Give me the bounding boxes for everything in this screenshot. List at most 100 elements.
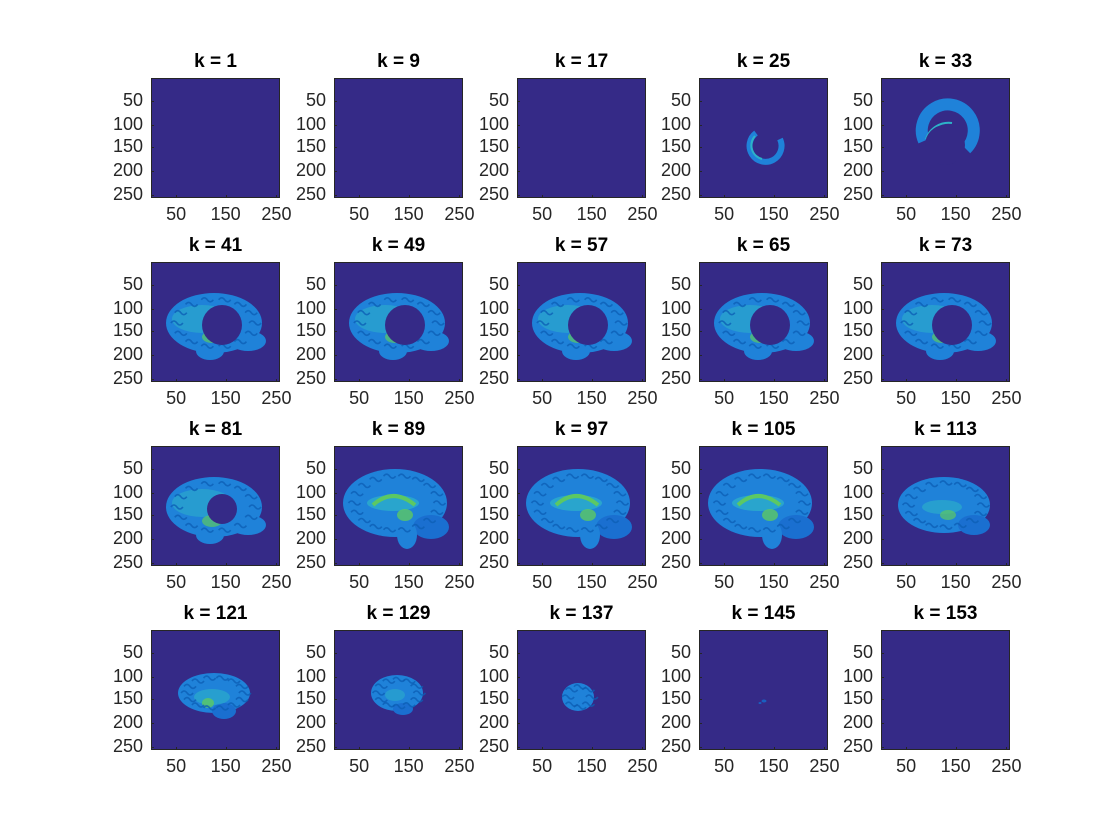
x-tick-label: 250 bbox=[627, 204, 658, 224]
x-tick-label: 50 bbox=[714, 756, 735, 776]
x-tick-mark bbox=[906, 563, 908, 565]
y-tick-mark bbox=[335, 469, 337, 471]
subplot-title: k = 73 bbox=[918, 235, 973, 256]
x-tick-label: 150 bbox=[393, 388, 424, 408]
y-tick-label: 150 bbox=[112, 504, 143, 525]
image-axes bbox=[517, 630, 646, 750]
x-tick-label: 150 bbox=[576, 572, 607, 592]
y-tick-mark bbox=[882, 309, 884, 311]
y-tick-mark bbox=[335, 147, 337, 149]
y-tick-mark bbox=[152, 699, 154, 701]
x-tick-mark bbox=[542, 195, 544, 197]
subplot-title: k = 9 bbox=[377, 51, 420, 72]
y-tick-label: 50 bbox=[852, 90, 873, 111]
y-tick-label: 200 bbox=[295, 160, 326, 181]
y-tick-mark bbox=[518, 171, 520, 173]
x-tick-mark bbox=[459, 747, 461, 749]
y-tick-label: 150 bbox=[842, 320, 873, 341]
image-axes bbox=[699, 262, 828, 382]
y-tick-label: 250 bbox=[112, 735, 143, 756]
y-tick-label: 50 bbox=[122, 90, 143, 111]
y-tick-mark bbox=[518, 355, 520, 357]
y-tick-label: 150 bbox=[660, 136, 691, 157]
image-axes bbox=[881, 262, 1010, 382]
x-tick-label: 250 bbox=[261, 204, 292, 224]
mri-slice-image bbox=[915, 98, 980, 165]
x-tick-mark bbox=[359, 747, 361, 749]
subplot: k = 153 50 100 150 200 250 50 150 250 bbox=[843, 603, 1022, 776]
y-tick-mark bbox=[700, 101, 702, 103]
y-tick-mark bbox=[152, 378, 154, 380]
y-tick-mark bbox=[335, 171, 337, 173]
y-tick-label: 50 bbox=[670, 274, 691, 295]
image-axes bbox=[151, 262, 280, 382]
subplot: k = 81 50 100 150 200 250 50 150 250 bbox=[113, 419, 292, 592]
image-axes bbox=[699, 446, 828, 566]
y-tick-mark bbox=[882, 469, 884, 471]
y-tick-label: 50 bbox=[670, 642, 691, 663]
x-tick-mark bbox=[176, 563, 178, 565]
image-axes bbox=[881, 78, 1010, 198]
y-tick-label: 100 bbox=[112, 482, 143, 503]
mri-slice-image bbox=[518, 79, 645, 197]
x-tick-label: 250 bbox=[991, 572, 1022, 592]
y-tick-mark bbox=[882, 125, 884, 127]
x-tick-mark bbox=[276, 195, 278, 197]
y-tick-mark bbox=[882, 746, 884, 748]
y-tick-label: 250 bbox=[295, 735, 326, 756]
y-tick-mark bbox=[335, 677, 337, 679]
y-tick-mark bbox=[335, 331, 337, 333]
x-tick-mark bbox=[906, 379, 908, 381]
y-tick-mark bbox=[882, 331, 884, 333]
y-tick-mark bbox=[152, 562, 154, 564]
y-tick-mark bbox=[882, 355, 884, 357]
x-tick-mark bbox=[824, 379, 826, 381]
x-tick-mark bbox=[773, 195, 775, 197]
subplot-title: k = 49 bbox=[371, 235, 426, 256]
y-tick-label: 100 bbox=[295, 666, 326, 687]
y-tick-mark bbox=[700, 562, 702, 564]
y-tick-mark bbox=[335, 653, 337, 655]
x-tick-mark bbox=[955, 563, 957, 565]
y-tick-mark bbox=[518, 285, 520, 287]
x-tick-label: 150 bbox=[576, 204, 607, 224]
y-tick-mark bbox=[700, 147, 702, 149]
x-tick-label: 150 bbox=[940, 388, 971, 408]
x-tick-mark bbox=[408, 195, 410, 197]
y-tick-mark bbox=[152, 171, 154, 173]
y-tick-mark bbox=[152, 493, 154, 495]
x-tick-mark bbox=[773, 747, 775, 749]
x-tick-label: 50 bbox=[714, 388, 735, 408]
mri-slice-image bbox=[714, 293, 814, 360]
x-tick-label: 150 bbox=[758, 756, 789, 776]
x-tick-label: 50 bbox=[896, 756, 917, 776]
subplot: k = 9 50 100 150 200 250 50 150 250 bbox=[296, 51, 475, 224]
y-tick-label: 250 bbox=[478, 367, 509, 388]
x-tick-mark bbox=[408, 563, 410, 565]
x-tick-label: 50 bbox=[349, 388, 370, 408]
subplot: k = 105 50 100 150 200 250 50 150 250 bbox=[661, 419, 840, 592]
x-tick-label: 50 bbox=[349, 204, 370, 224]
y-tick-label: 200 bbox=[478, 528, 509, 549]
image-axes bbox=[699, 630, 828, 750]
subplot: k = 41 50 100 150 200 250 50 150 250 bbox=[113, 235, 292, 408]
y-tick-mark bbox=[518, 515, 520, 517]
subplot: k = 17 50 100 150 200 250 50 150 250 bbox=[479, 51, 658, 224]
x-tick-label: 150 bbox=[940, 756, 971, 776]
y-tick-mark bbox=[882, 194, 884, 196]
y-tick-mark bbox=[882, 723, 884, 725]
y-tick-mark bbox=[152, 653, 154, 655]
y-tick-label: 50 bbox=[488, 274, 509, 295]
subplot-title: k = 17 bbox=[554, 51, 609, 72]
y-tick-label: 100 bbox=[112, 114, 143, 135]
y-tick-label: 200 bbox=[842, 528, 873, 549]
subplot: k = 65 50 100 150 200 250 50 150 250 bbox=[661, 235, 840, 408]
x-tick-mark bbox=[542, 747, 544, 749]
y-tick-mark bbox=[335, 355, 337, 357]
x-tick-label: 250 bbox=[991, 204, 1022, 224]
y-tick-mark bbox=[882, 539, 884, 541]
y-tick-mark bbox=[882, 285, 884, 287]
subplot-title: k = 1 bbox=[194, 51, 237, 72]
y-tick-label: 150 bbox=[478, 136, 509, 157]
image-axes bbox=[881, 630, 1010, 750]
